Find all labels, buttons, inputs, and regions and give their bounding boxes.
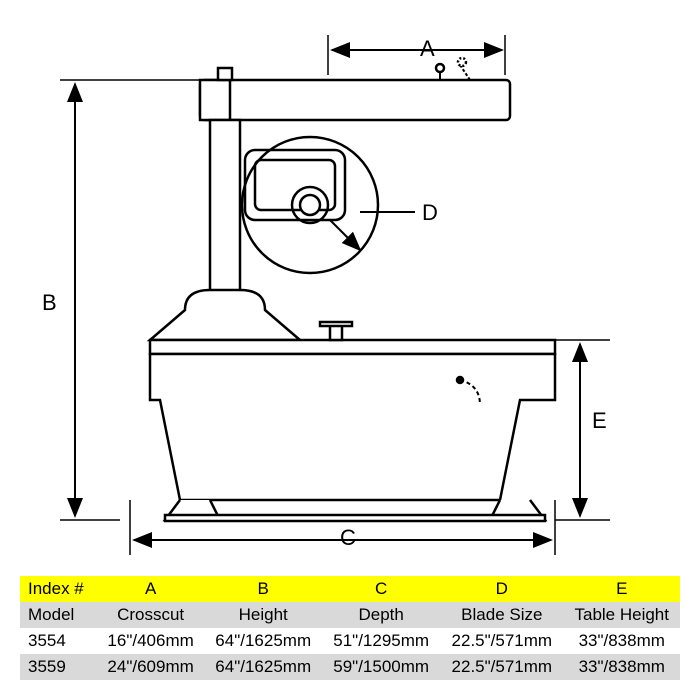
header-d: D xyxy=(440,576,563,602)
header-index: Index # xyxy=(20,576,97,602)
header-c: C xyxy=(322,576,440,602)
table-sub-row: Model Crosscut Height Depth Blade Size T… xyxy=(20,602,680,628)
cell: 64"/1625mm xyxy=(204,628,322,654)
sub-model: Model xyxy=(20,602,97,628)
cell-model: 3559 xyxy=(20,654,97,680)
sub-height: Height xyxy=(204,602,322,628)
dimension-diagram: A B C D E xyxy=(0,0,700,580)
table-row: 3554 16"/406mm 64"/1625mm 51"/1295mm 22.… xyxy=(20,628,680,654)
header-b: B xyxy=(204,576,322,602)
cell: 64"/1625mm xyxy=(204,654,322,680)
saw-drawing xyxy=(0,0,700,580)
table-row: 3559 24"/609mm 64"/1625mm 59"/1500mm 22.… xyxy=(20,654,680,680)
cell: 51"/1295mm xyxy=(322,628,440,654)
spec-table-container: Index # A B C D E Model Crosscut Height … xyxy=(0,576,700,700)
sub-crosscut: Crosscut xyxy=(97,602,204,628)
cell: 24"/609mm xyxy=(97,654,204,680)
sub-blade: Blade Size xyxy=(440,602,563,628)
cell-model: 3554 xyxy=(20,628,97,654)
cell: 22.5"/571mm xyxy=(440,654,563,680)
dim-label-c: C xyxy=(340,525,356,551)
dim-label-a: A xyxy=(420,36,435,62)
dim-label-e: E xyxy=(592,408,607,434)
header-e: E xyxy=(563,576,680,602)
sub-depth: Depth xyxy=(322,602,440,628)
cell: 59"/1500mm xyxy=(322,654,440,680)
cell: 33"/838mm xyxy=(563,654,680,680)
cell: 16"/406mm xyxy=(97,628,204,654)
cell: 33"/838mm xyxy=(563,628,680,654)
table-header-row: Index # A B C D E xyxy=(20,576,680,602)
cell: 22.5"/571mm xyxy=(440,628,563,654)
sub-tableh: Table Height xyxy=(563,602,680,628)
header-a: A xyxy=(97,576,204,602)
dim-label-d: D xyxy=(422,200,438,226)
dim-label-b: B xyxy=(42,290,57,316)
spec-table: Index # A B C D E Model Crosscut Height … xyxy=(20,576,680,680)
